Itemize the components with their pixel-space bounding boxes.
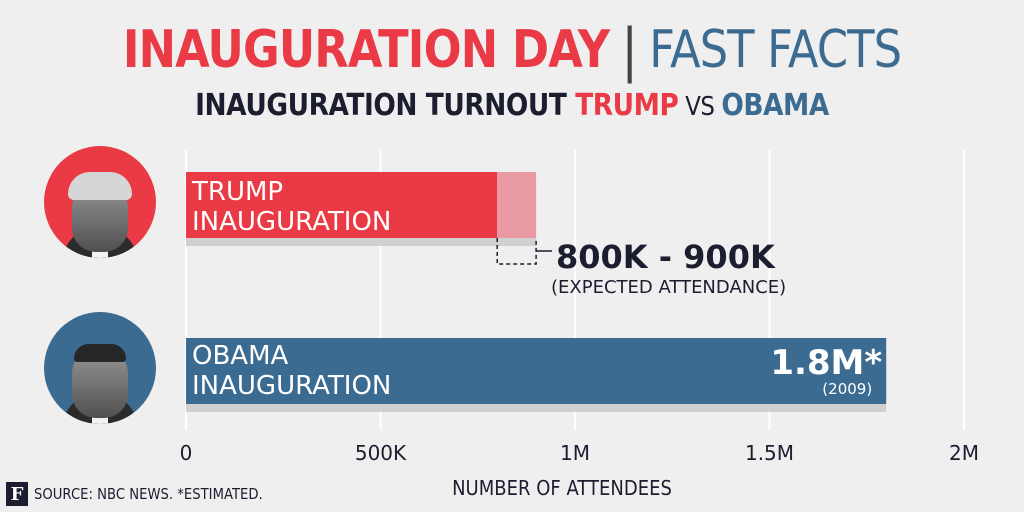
chart-subtitle: INAUGURATION TURNOUT TRUMP VS OBAMA (61, 88, 962, 123)
obama-category-label: OBAMA INAUGURATION (192, 341, 391, 401)
subtitle-trump: TRUMP (575, 88, 679, 123)
title-inauguration-day: INAUGURATION DAY (122, 20, 610, 80)
forbes-logo-icon: F (6, 482, 28, 506)
trump-bar (186, 172, 498, 238)
x-tick-label: 2M (949, 441, 979, 465)
obama-bar (186, 338, 887, 404)
x-tick-label: 0 (180, 441, 193, 465)
title-divider: | (621, 16, 638, 84)
obama-portrait (44, 312, 156, 424)
trump-value-label: 800K - 900K (556, 238, 776, 276)
trump-category-label: TRUMP INAUGURATION (191, 177, 391, 237)
chart-title: INAUGURATION DAY | FAST FACTS (72, 10, 953, 90)
title-fast-facts: FAST FACTS (649, 20, 902, 80)
trump-portrait (44, 146, 156, 258)
obama-value-label: 1.8M* (770, 343, 882, 383)
subtitle-vs: VS (678, 92, 722, 122)
obama-value-note: (2009) (822, 380, 872, 398)
trump-portrait-hair (68, 172, 132, 200)
x-axis-title: NUMBER OF ATTENDEES (452, 476, 672, 500)
trump-portrait-head (68, 172, 132, 252)
x-tick-label: 1M (560, 441, 590, 465)
obama-portrait-hair (74, 344, 126, 362)
source-text: SOURCE: NBC NEWS. *ESTIMATED. (34, 485, 263, 503)
subtitle-main: INAUGURATION TURNOUT (195, 88, 576, 123)
source-note: F SOURCE: NBC NEWS. *ESTIMATED. (6, 482, 294, 506)
obama-portrait-head (72, 344, 128, 418)
trump-bar-range (497, 172, 537, 238)
x-tick-label: 1.5M (745, 441, 794, 465)
x-tick-label: 500K (355, 441, 407, 465)
trump-value-note: (EXPECTED ATTENDANCE) (551, 277, 786, 298)
subtitle-obama: OBAMA (721, 88, 829, 123)
